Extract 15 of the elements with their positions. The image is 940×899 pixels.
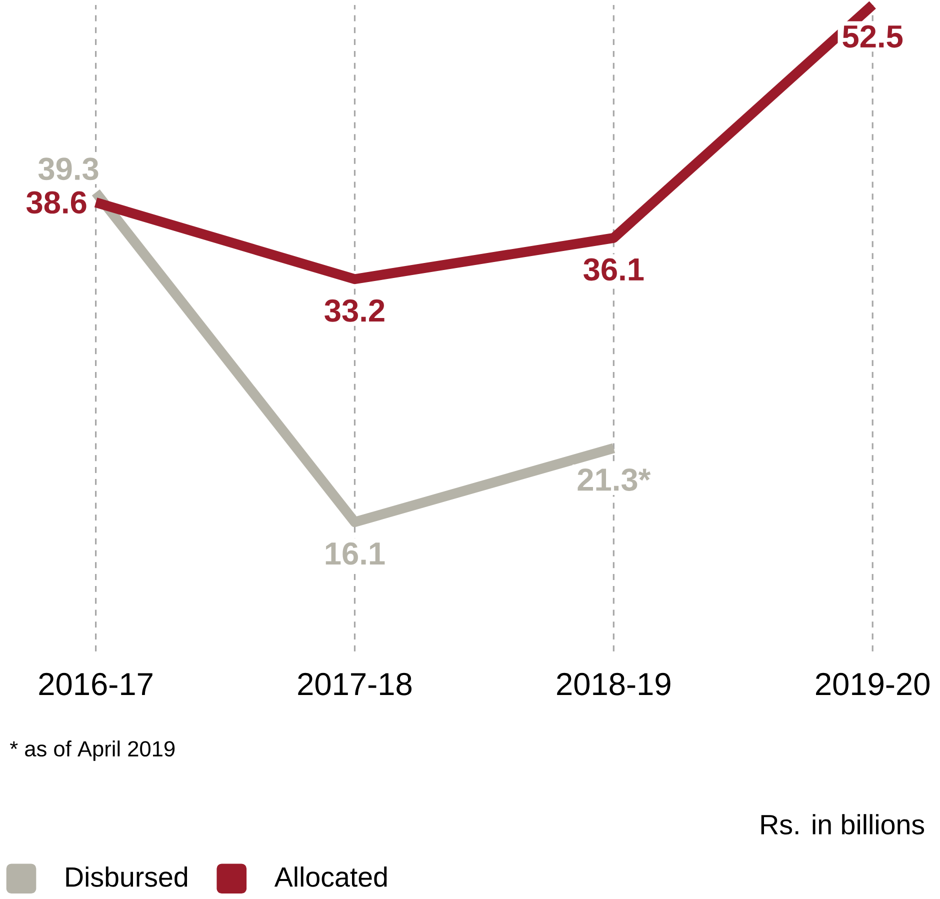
data-label: 52.5: [842, 25, 903, 48]
data-label: 38.6: [26, 191, 86, 214]
x-tick-label: 2017-18: [298, 673, 412, 696]
legend-label: Allocated: [274, 866, 387, 888]
text: Rs. in billions: [761, 814, 924, 835]
x-tick-label: 2019-20: [816, 673, 930, 696]
legend-label: Disbursed: [66, 866, 188, 888]
x-tick-label: 2016-17: [39, 673, 152, 696]
data-label: 33.2: [324, 300, 384, 322]
text: * as of April 2019: [10, 740, 175, 761]
data-label: 39.3: [38, 158, 98, 180]
x-tick-label: 2018-19: [557, 673, 670, 696]
data-label: 36.1: [584, 258, 644, 281]
data-label: 21.3*: [578, 468, 651, 492]
data-label: 16.1: [326, 542, 385, 565]
